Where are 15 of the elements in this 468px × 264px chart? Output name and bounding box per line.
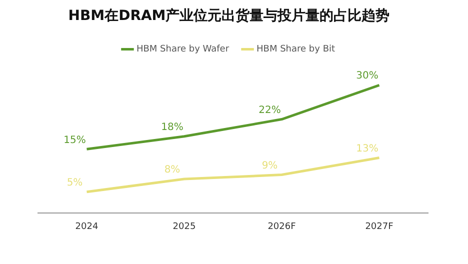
data-label: 9% bbox=[262, 160, 278, 172]
legend-label: HBM Share by Wafer bbox=[136, 44, 230, 55]
x-tick-label: 2024 bbox=[75, 222, 98, 232]
data-label: 5% bbox=[66, 177, 83, 188]
data-label: 22% bbox=[258, 104, 281, 116]
x-tick-label: 2027F bbox=[365, 222, 394, 232]
x-tick-label: 2025 bbox=[172, 222, 196, 232]
data-label: 13% bbox=[356, 143, 378, 154]
data-label: 30% bbox=[356, 70, 378, 82]
x-tick-label: 2026F bbox=[268, 222, 296, 232]
legend-label: HBM Share by Bit bbox=[256, 44, 336, 55]
data-label: 15% bbox=[64, 134, 86, 146]
data-label: 18% bbox=[161, 122, 184, 133]
chart-title: HBM在DRAM产业位元出货量与投片量的占比趋势 bbox=[68, 7, 390, 24]
data-label: 8% bbox=[164, 164, 180, 176]
